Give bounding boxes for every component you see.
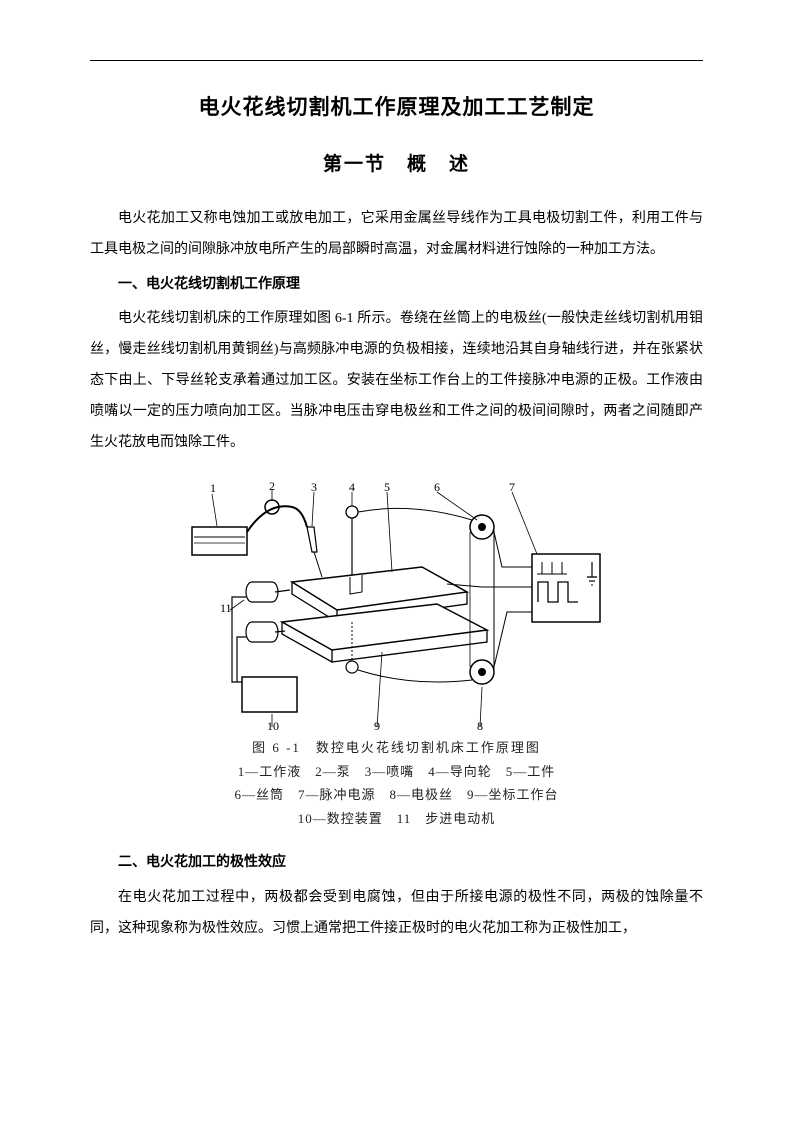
label-6: 6 — [434, 482, 440, 494]
label-11: 11 — [220, 601, 232, 615]
wire-edm-schematic-svg: 1 2 3 4 5 6 7 10 9 8 11 — [182, 482, 612, 732]
figure-caption: 图 6 -1 数控电火花线切割机床工作原理图 1—工作液 2—泵 3—喷嘴 4—… — [182, 736, 612, 830]
label-1: 1 — [210, 482, 216, 495]
subheading-2: 二、电火花加工的极性效应 — [90, 848, 703, 879]
paragraph-intro: 电火花加工又称电蚀加工或放电加工，它采用金属丝导线作为工具电极切割工件，利用工件… — [90, 204, 703, 266]
paragraph-polarity: 在电火花加工过程中，两极都会受到电腐蚀，但由于所接电源的极性不同，两极的蚀除量不… — [90, 883, 703, 945]
section-title: 第一节 概 述 — [90, 149, 703, 176]
label-5: 5 — [384, 482, 390, 494]
label-10: 10 — [267, 719, 279, 732]
label-3: 3 — [311, 482, 317, 494]
label-7: 7 — [509, 482, 515, 494]
subheading-1: 一、电火花线切割机工作原理 — [90, 270, 703, 301]
caption-line-3: 10—数控装置 11 步进电动机 — [182, 807, 612, 830]
figure-diagram: 1 2 3 4 5 6 7 10 9 8 11 — [182, 482, 612, 732]
label-9: 9 — [374, 719, 380, 732]
top-rule — [90, 60, 703, 61]
figure-6-1: 1 2 3 4 5 6 7 10 9 8 11 图 6 -1 数控电火花线切割机… — [182, 482, 612, 830]
caption-line-1: 1—工作液 2—泵 3—喷嘴 4—导向轮 5—工件 — [182, 760, 612, 783]
label-2: 2 — [269, 482, 275, 493]
label-4: 4 — [349, 482, 355, 494]
label-8: 8 — [477, 719, 483, 732]
caption-line-2: 6—丝筒 7—脉冲电源 8—电极丝 9—坐标工作台 — [182, 783, 612, 806]
paragraph-principle: 电火花线切割机床的工作原理如图 6-1 所示。卷绕在丝筒上的电极丝(一般快走丝线… — [90, 304, 703, 458]
page-title: 电火花线切割机工作原理及加工工艺制定 — [90, 91, 703, 121]
caption-title: 图 6 -1 数控电火花线切割机床工作原理图 — [182, 736, 612, 759]
